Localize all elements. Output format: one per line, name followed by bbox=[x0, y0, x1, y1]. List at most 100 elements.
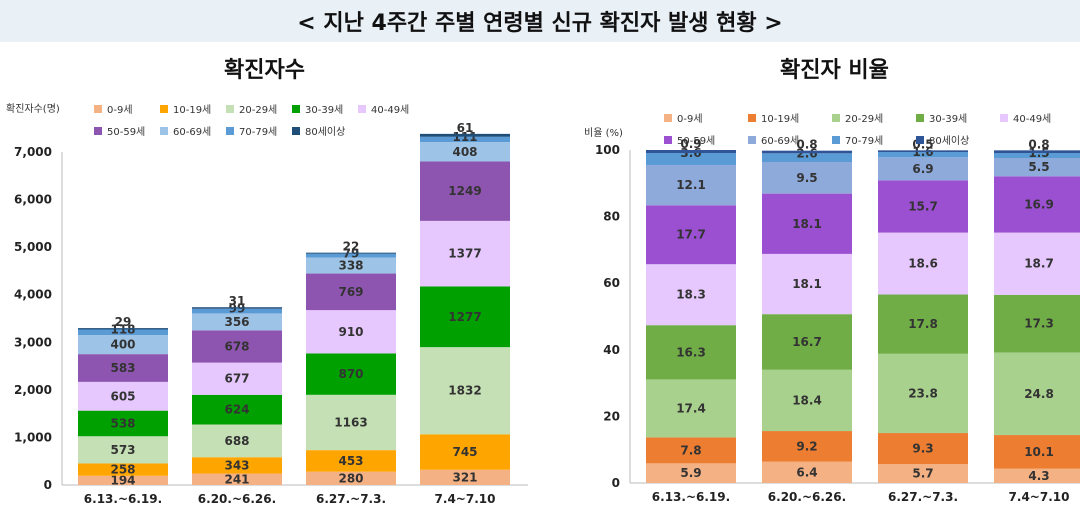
bar-0-2-8 bbox=[306, 252, 396, 254]
bar-1-3-6 bbox=[994, 157, 1080, 177]
data-label: 1377 bbox=[448, 247, 481, 261]
data-label: 18.3 bbox=[676, 288, 706, 302]
data-label: 7.8 bbox=[680, 443, 701, 457]
x-tick-label: 6.13.~6.19. bbox=[652, 490, 730, 504]
left-chart-title: 확진자수 bbox=[224, 58, 305, 83]
x-tick-label: 6.27.~7.3. bbox=[316, 492, 386, 506]
bar-0-0-0 bbox=[78, 475, 168, 485]
bar-0-3-1 bbox=[420, 434, 510, 470]
bar-1-0-7 bbox=[646, 152, 736, 165]
bar-1-1-3 bbox=[762, 314, 852, 370]
legend-swatch bbox=[160, 105, 168, 113]
y-axis-label: 비율 (%) bbox=[584, 127, 623, 139]
bar-1-2-8 bbox=[878, 150, 968, 152]
data-label: 6.9 bbox=[912, 162, 933, 176]
data-label: 18.1 bbox=[792, 217, 822, 231]
data-label: 12.1 bbox=[676, 178, 706, 192]
bar-1-2-2 bbox=[878, 353, 968, 434]
data-label: 1832 bbox=[448, 384, 481, 398]
bar-0-0-8 bbox=[78, 328, 168, 330]
bar-1-2-0 bbox=[878, 464, 968, 483]
data-label: 769 bbox=[338, 285, 363, 299]
legend-label: 30-39세 bbox=[305, 104, 343, 116]
bar-1-0-1 bbox=[646, 437, 736, 464]
bar-0-2-1 bbox=[306, 450, 396, 472]
bar-0-2-0 bbox=[306, 471, 396, 485]
data-label: 910 bbox=[338, 325, 363, 339]
bar-1-2-3 bbox=[878, 294, 968, 354]
bar-1-3-2 bbox=[994, 352, 1080, 436]
bar-1-0-5 bbox=[646, 205, 736, 265]
data-label: 538 bbox=[110, 416, 135, 430]
bar-1-0-8 bbox=[646, 150, 736, 153]
legend-label: 40-49세 bbox=[1013, 113, 1051, 125]
data-label: 0.8 bbox=[1028, 137, 1049, 151]
bar-0-1-5 bbox=[192, 330, 282, 363]
data-label: 17.8 bbox=[908, 317, 938, 331]
data-label: 24.8 bbox=[1024, 387, 1054, 401]
bar-1-3-4 bbox=[994, 232, 1080, 295]
bar-0-2-5 bbox=[306, 273, 396, 311]
bar-0-0-2 bbox=[78, 436, 168, 464]
bar-0-1-4 bbox=[192, 362, 282, 395]
y-tick-label: 60 bbox=[603, 276, 620, 290]
bar-1-1-5 bbox=[762, 193, 852, 254]
bar-1-1-4 bbox=[762, 253, 852, 315]
bar-0-3-4 bbox=[420, 220, 510, 287]
bar-1-0-0 bbox=[646, 463, 736, 483]
data-label: 1249 bbox=[448, 184, 481, 198]
legend-swatch bbox=[160, 127, 168, 135]
y-tick-label: 4,000 bbox=[14, 288, 52, 302]
data-label: 321 bbox=[452, 470, 477, 484]
bar-1-3-3 bbox=[994, 294, 1080, 353]
legend-swatch bbox=[748, 136, 756, 144]
legend-label: 10-19세 bbox=[761, 113, 799, 125]
data-label: 1163 bbox=[334, 415, 367, 429]
legend-swatch bbox=[916, 136, 924, 144]
data-label: 745 bbox=[452, 445, 477, 459]
right-chart-title: 확진자 비율 bbox=[780, 58, 889, 83]
bar-1-0-3 bbox=[646, 325, 736, 380]
x-tick-label: 6.27.~7.3. bbox=[888, 490, 958, 504]
bar-0-0-5 bbox=[78, 354, 168, 382]
y-tick-label: 100 bbox=[595, 143, 620, 157]
bar-0-3-8 bbox=[420, 133, 510, 137]
bar-0-0-3 bbox=[78, 410, 168, 437]
bar-1-0-4 bbox=[646, 264, 736, 326]
bar-1-0-6 bbox=[646, 164, 736, 206]
bar-1-2-6 bbox=[878, 157, 968, 181]
legend-label: 0-9세 bbox=[107, 104, 133, 116]
data-label: 16.3 bbox=[676, 345, 706, 359]
data-label: 343 bbox=[224, 458, 249, 472]
data-label: 258 bbox=[110, 463, 135, 477]
y-axis-label: 확진자수(명) bbox=[6, 103, 60, 115]
legend-label: 20-29세 bbox=[845, 113, 883, 125]
legend-label: 50-59세 bbox=[107, 126, 145, 138]
data-label: 17.4 bbox=[676, 401, 706, 415]
bar-1-3-0 bbox=[994, 468, 1080, 483]
legend-swatch bbox=[664, 136, 672, 144]
data-label: 61 bbox=[457, 121, 474, 135]
bar-0-3-3 bbox=[420, 286, 510, 348]
bar-0-1-2 bbox=[192, 424, 282, 458]
legend-label: 70-79세 bbox=[239, 126, 277, 138]
data-label: 9.5 bbox=[796, 171, 817, 185]
y-tick-label: 6,000 bbox=[14, 193, 52, 207]
bar-0-3-2 bbox=[420, 347, 510, 435]
legend-swatch bbox=[292, 127, 300, 135]
data-label: 15.7 bbox=[908, 199, 938, 213]
data-label: 10.1 bbox=[1024, 445, 1054, 459]
data-label: 16.7 bbox=[792, 335, 822, 349]
y-tick-label: 5,000 bbox=[14, 240, 52, 254]
data-label: 23.8 bbox=[908, 386, 938, 400]
legend-label: 60-69세 bbox=[761, 135, 799, 147]
data-label: 6.4 bbox=[796, 465, 817, 479]
legend-label: 50-59세 bbox=[677, 135, 715, 147]
legend-swatch bbox=[664, 114, 672, 122]
bar-1-1-2 bbox=[762, 369, 852, 432]
data-label: 18.4 bbox=[792, 393, 822, 407]
data-label: 5.5 bbox=[1028, 160, 1049, 174]
data-label: 9.2 bbox=[796, 439, 817, 453]
y-tick-label: 7,000 bbox=[14, 145, 52, 159]
